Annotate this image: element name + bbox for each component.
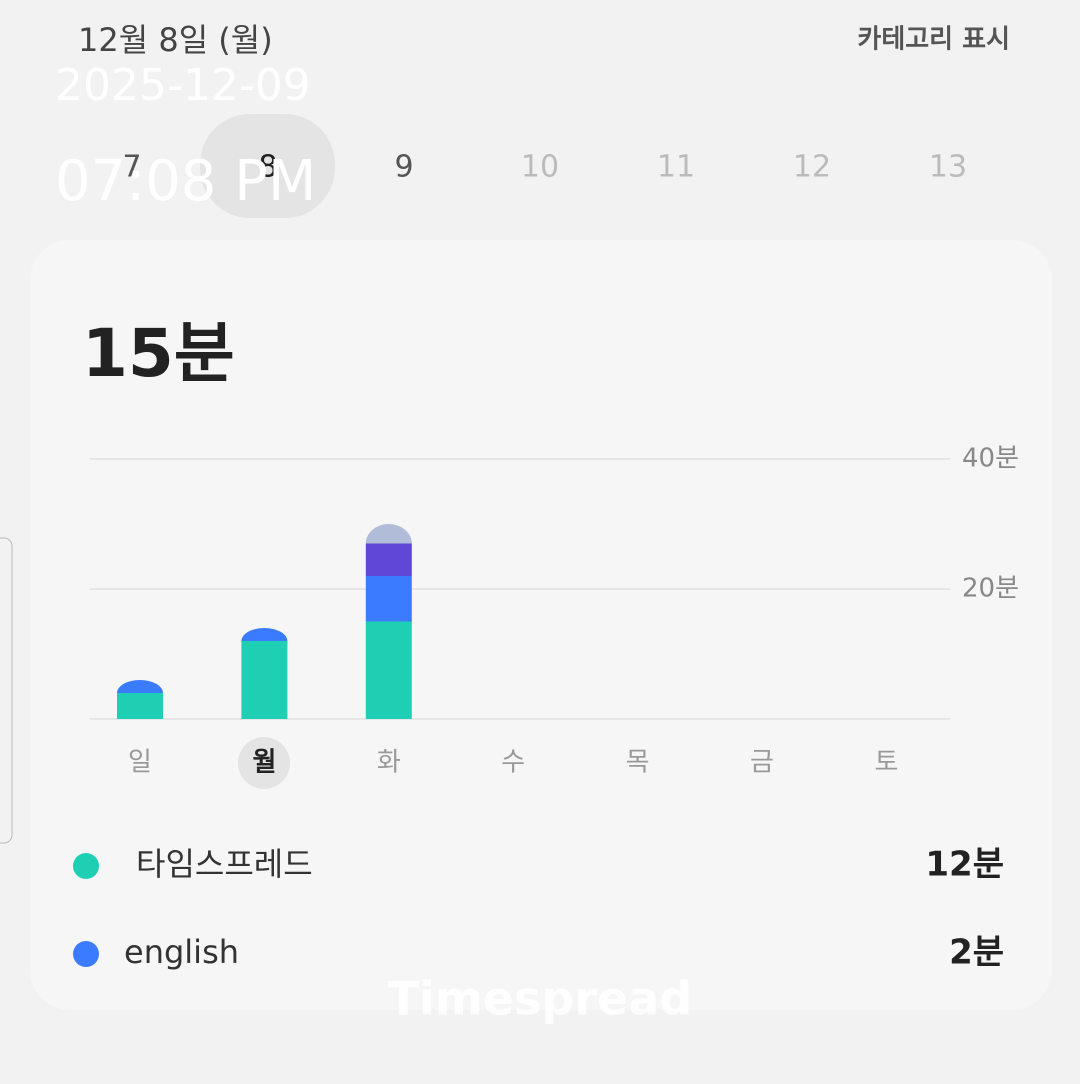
side-handle <box>0 537 13 844</box>
day[interactable]: 12 <box>793 150 831 185</box>
legend-dot <box>73 853 99 879</box>
selected-day-bg <box>200 114 335 218</box>
day[interactable]: 11 <box>657 150 695 185</box>
day[interactable]: 7 <box>122 150 141 185</box>
total-time: 15분 <box>82 315 235 392</box>
day[interactable]: 10 <box>521 150 559 185</box>
bar-segment <box>241 628 288 641</box>
x-tick-label: 일 <box>128 748 152 778</box>
bar-segment <box>365 524 412 544</box>
bar-segment <box>117 680 163 693</box>
x-tick-label: 화 <box>377 748 401 778</box>
day[interactable]: 9 <box>394 150 413 185</box>
card <box>30 240 1052 1010</box>
legend-name: english <box>124 933 239 971</box>
legend-dot <box>73 941 99 967</box>
overlay-time: 07:08 PM <box>55 149 316 214</box>
x-tick-label: 목 <box>626 748 650 778</box>
bar-segment <box>365 576 412 622</box>
overlay-date: 2025-12-09 <box>55 60 311 111</box>
x-tick-label: 토 <box>874 748 898 778</box>
bar-segment <box>365 621 412 719</box>
day[interactable]: 13 <box>929 150 967 185</box>
y-tick-label: 40분 <box>962 444 1019 474</box>
y-tick-label: 20분 <box>962 574 1019 604</box>
day[interactable]: 8 <box>258 150 277 185</box>
watermark: Timespread <box>388 972 692 1026</box>
x-tick-label: 수 <box>501 748 525 778</box>
bar-segment <box>117 693 163 719</box>
x-tick-label: 월 <box>252 748 276 778</box>
legend-value: 12분 <box>925 845 1004 885</box>
bar-segment <box>241 641 288 719</box>
legend-name: 타임스프레드 <box>136 845 313 883</box>
legend-value: 2분 <box>949 933 1004 973</box>
x-tick-label: 금 <box>750 748 774 778</box>
bar-segment <box>365 543 412 576</box>
category-toggle[interactable]: 카테고리 표시 <box>857 25 1010 55</box>
date-label: 12월 8일 (월) <box>78 21 273 59</box>
selected-weekday-bg <box>238 737 290 789</box>
